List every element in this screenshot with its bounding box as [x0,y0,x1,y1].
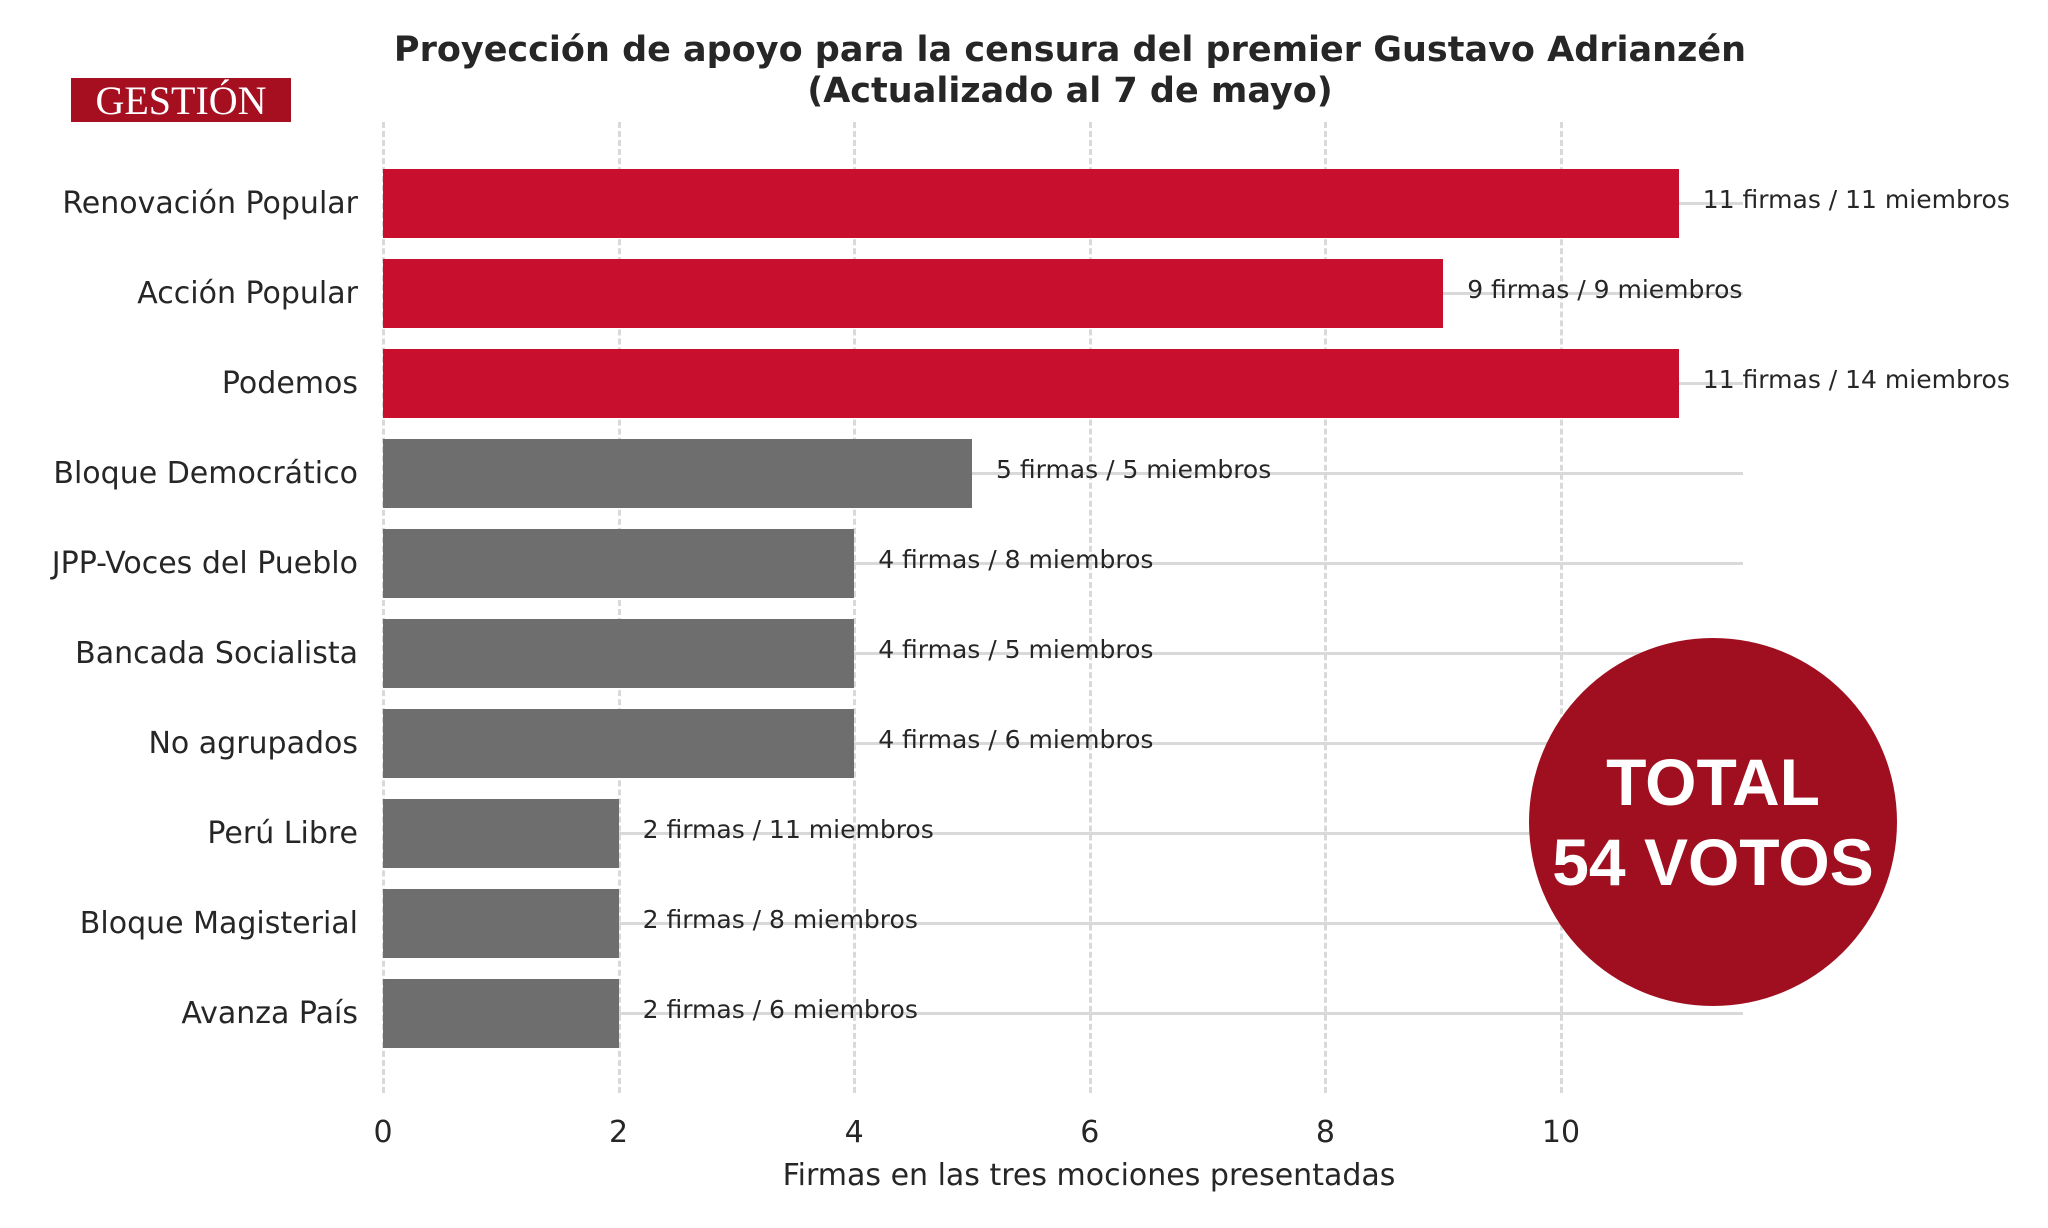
bar [383,888,619,958]
x-tick-label: 6 [1080,1115,1100,1150]
bar [383,528,855,598]
y-category-label: JPP-Voces del Pueblo [51,546,358,581]
x-tick-label: 4 [844,1115,864,1150]
row-guideline [383,922,1743,925]
row-guideline [383,1012,1743,1015]
bar [383,798,619,868]
title-line-1: Proyección de apoyo para la censura del … [393,30,1747,70]
x-gridline [1088,122,1092,1093]
bar-value-label: 2 firmas / 8 miembros [642,905,918,934]
row-guideline [383,472,1743,475]
total-votes-badge: TOTAL 54 VOTOS [1529,638,1897,1006]
x-tick-label: 0 [373,1115,393,1150]
y-category-label: No agrupados [148,726,358,761]
bar [383,258,1444,328]
y-category-label: Acción Popular [137,276,358,311]
bar [383,708,855,778]
y-category-label: Bloque Democrático [53,456,358,491]
row-guideline [383,652,1743,655]
x-tick-label: 10 [1541,1115,1581,1150]
x-gridline [1324,122,1328,1093]
y-category-label: Avanza País [181,996,358,1031]
row-guideline [383,832,1743,835]
bar-value-label: 11 firmas / 14 miembros [1702,365,2010,394]
bar-value-label: 11 firmas / 11 miembros [1702,185,2010,214]
bar-value-label: 2 firmas / 11 miembros [642,815,934,844]
bar-value-label: 4 firmas / 6 miembros [878,725,1154,754]
x-axis-label: Firmas en las tres mociones presentadas [782,1158,1396,1193]
bar-value-label: 9 firmas / 9 miembros [1467,275,1743,304]
bar [383,348,1679,418]
title-line-2: (Actualizado al 7 de mayo) [807,71,1333,111]
bar [383,168,1679,238]
x-gridline [1560,122,1563,1093]
x-gridline [853,122,857,1093]
y-category-label: Bloque Magisterial [79,906,358,941]
row-guideline [383,742,1743,745]
bar-value-label: 5 firmas / 5 miembros [996,455,1272,484]
bar-value-label: 2 firmas / 6 miembros [642,995,918,1024]
total-value: 54 VOTOS [1552,825,1874,899]
x-tick-label: 2 [609,1115,629,1150]
bar-value-label: 4 firmas / 5 miembros [878,635,1154,664]
x-gridline [382,122,385,1093]
y-category-label: Renovación Popular [62,186,358,221]
bar [383,438,972,508]
row-guideline [383,562,1743,565]
x-gridline [617,122,621,1093]
bar-value-label: 4 firmas / 8 miembros [878,545,1154,574]
y-category-label: Bancada Socialista [75,636,358,671]
x-tick-label: 8 [1315,1115,1335,1150]
y-category-label: Perú Libre [207,816,358,851]
chart-title: Proyección de apoyo para la censura del … [280,30,1860,112]
y-category-label: Podemos [221,366,358,401]
total-label: TOTAL [1606,745,1820,819]
gestion-logo: GESTIÓN [71,78,291,123]
bar [383,978,619,1048]
bar [383,618,855,688]
